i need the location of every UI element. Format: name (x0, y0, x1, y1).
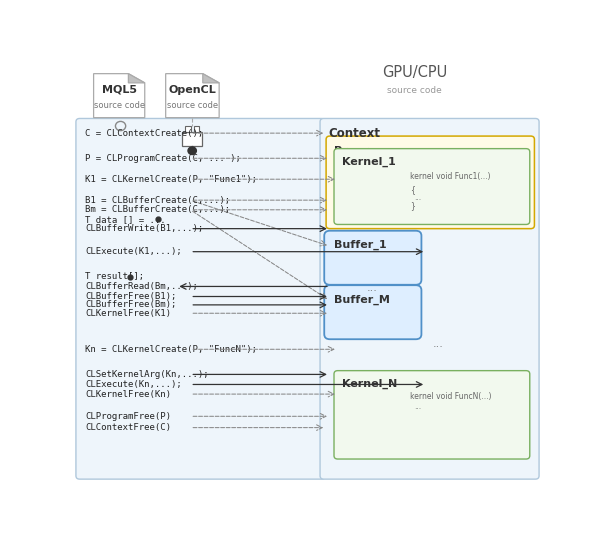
FancyBboxPatch shape (334, 149, 530, 225)
Bar (194, 126, 199, 132)
FancyBboxPatch shape (324, 285, 421, 339)
Text: CLContextFree(C): CLContextFree(C) (85, 423, 171, 432)
Polygon shape (203, 73, 219, 83)
FancyBboxPatch shape (320, 119, 539, 479)
Text: B1 = CLBufferCreate(C,...);: B1 = CLBufferCreate(C,...); (85, 196, 230, 205)
Text: CLExecute(Kn,...);: CLExecute(Kn,...); (85, 380, 182, 389)
Text: C = CLContextCreate();: C = CLContextCreate(); (85, 128, 203, 138)
Text: CLSetKernelArg(Kn,...);: CLSetKernelArg(Kn,...); (85, 370, 209, 379)
FancyBboxPatch shape (334, 370, 530, 459)
Polygon shape (128, 73, 145, 83)
Text: Kernel_N: Kernel_N (343, 379, 398, 389)
Text: T data [] = ...: T data [] = ... (85, 215, 166, 224)
Text: CLBufferFree(Bm);: CLBufferFree(Bm); (85, 300, 176, 310)
Text: P = CLProgramCreate(C, ... );: P = CLProgramCreate(C, ... ); (85, 154, 241, 163)
FancyBboxPatch shape (326, 136, 535, 228)
FancyBboxPatch shape (182, 132, 202, 146)
Text: Bm = CLBufferCreate(C,...);: Bm = CLBufferCreate(C,...); (85, 205, 230, 214)
Circle shape (188, 147, 196, 154)
Text: ...: ... (415, 193, 422, 202)
Text: GPU/CPU: GPU/CPU (382, 65, 447, 80)
Text: CLKernelFree(K1): CLKernelFree(K1) (85, 309, 171, 318)
Polygon shape (94, 73, 145, 118)
Text: CLProgramFree(P): CLProgramFree(P) (85, 412, 171, 421)
FancyBboxPatch shape (76, 119, 325, 479)
Text: kernel void Func1(...): kernel void Func1(...) (410, 172, 490, 181)
Polygon shape (166, 73, 219, 118)
Text: }: } (410, 201, 415, 211)
Text: CLBufferRead(Bm,...);: CLBufferRead(Bm,...); (85, 282, 198, 291)
Text: Program: Program (334, 146, 388, 156)
Text: source code: source code (387, 85, 442, 95)
Text: T result[];: T result[]; (85, 273, 145, 281)
Bar (185, 126, 191, 132)
Text: source code: source code (167, 101, 218, 110)
Text: OpenCL: OpenCL (169, 85, 216, 95)
Text: {: { (410, 184, 415, 194)
Text: Context: Context (328, 127, 380, 140)
Text: Kernel_1: Kernel_1 (343, 157, 396, 167)
Text: MQL5: MQL5 (101, 85, 137, 95)
Text: CLExecute(K1,...);: CLExecute(K1,...); (85, 247, 182, 256)
FancyBboxPatch shape (324, 231, 421, 285)
Text: Buffer_1: Buffer_1 (334, 240, 387, 250)
Text: CLBufferFree(B1);: CLBufferFree(B1); (85, 292, 176, 301)
Text: ...: ... (432, 339, 443, 349)
Text: ...: ... (415, 403, 422, 411)
Text: CLBufferWrite(B1,...);: CLBufferWrite(B1,...); (85, 224, 203, 233)
Text: K1 = CLKernelCreate(P, "Func1");: K1 = CLKernelCreate(P, "Func1"); (85, 175, 257, 184)
Text: Buffer_M: Buffer_M (334, 294, 391, 305)
Text: CLKernelFree(Kn): CLKernelFree(Kn) (85, 390, 171, 399)
Text: kernel void FuncN(...): kernel void FuncN(...) (410, 392, 491, 401)
Text: source code: source code (94, 101, 145, 110)
Text: ...: ... (367, 283, 378, 293)
Text: Kn = CLKernelCreate(P, "FuncN");: Kn = CLKernelCreate(P, "FuncN"); (85, 345, 257, 354)
